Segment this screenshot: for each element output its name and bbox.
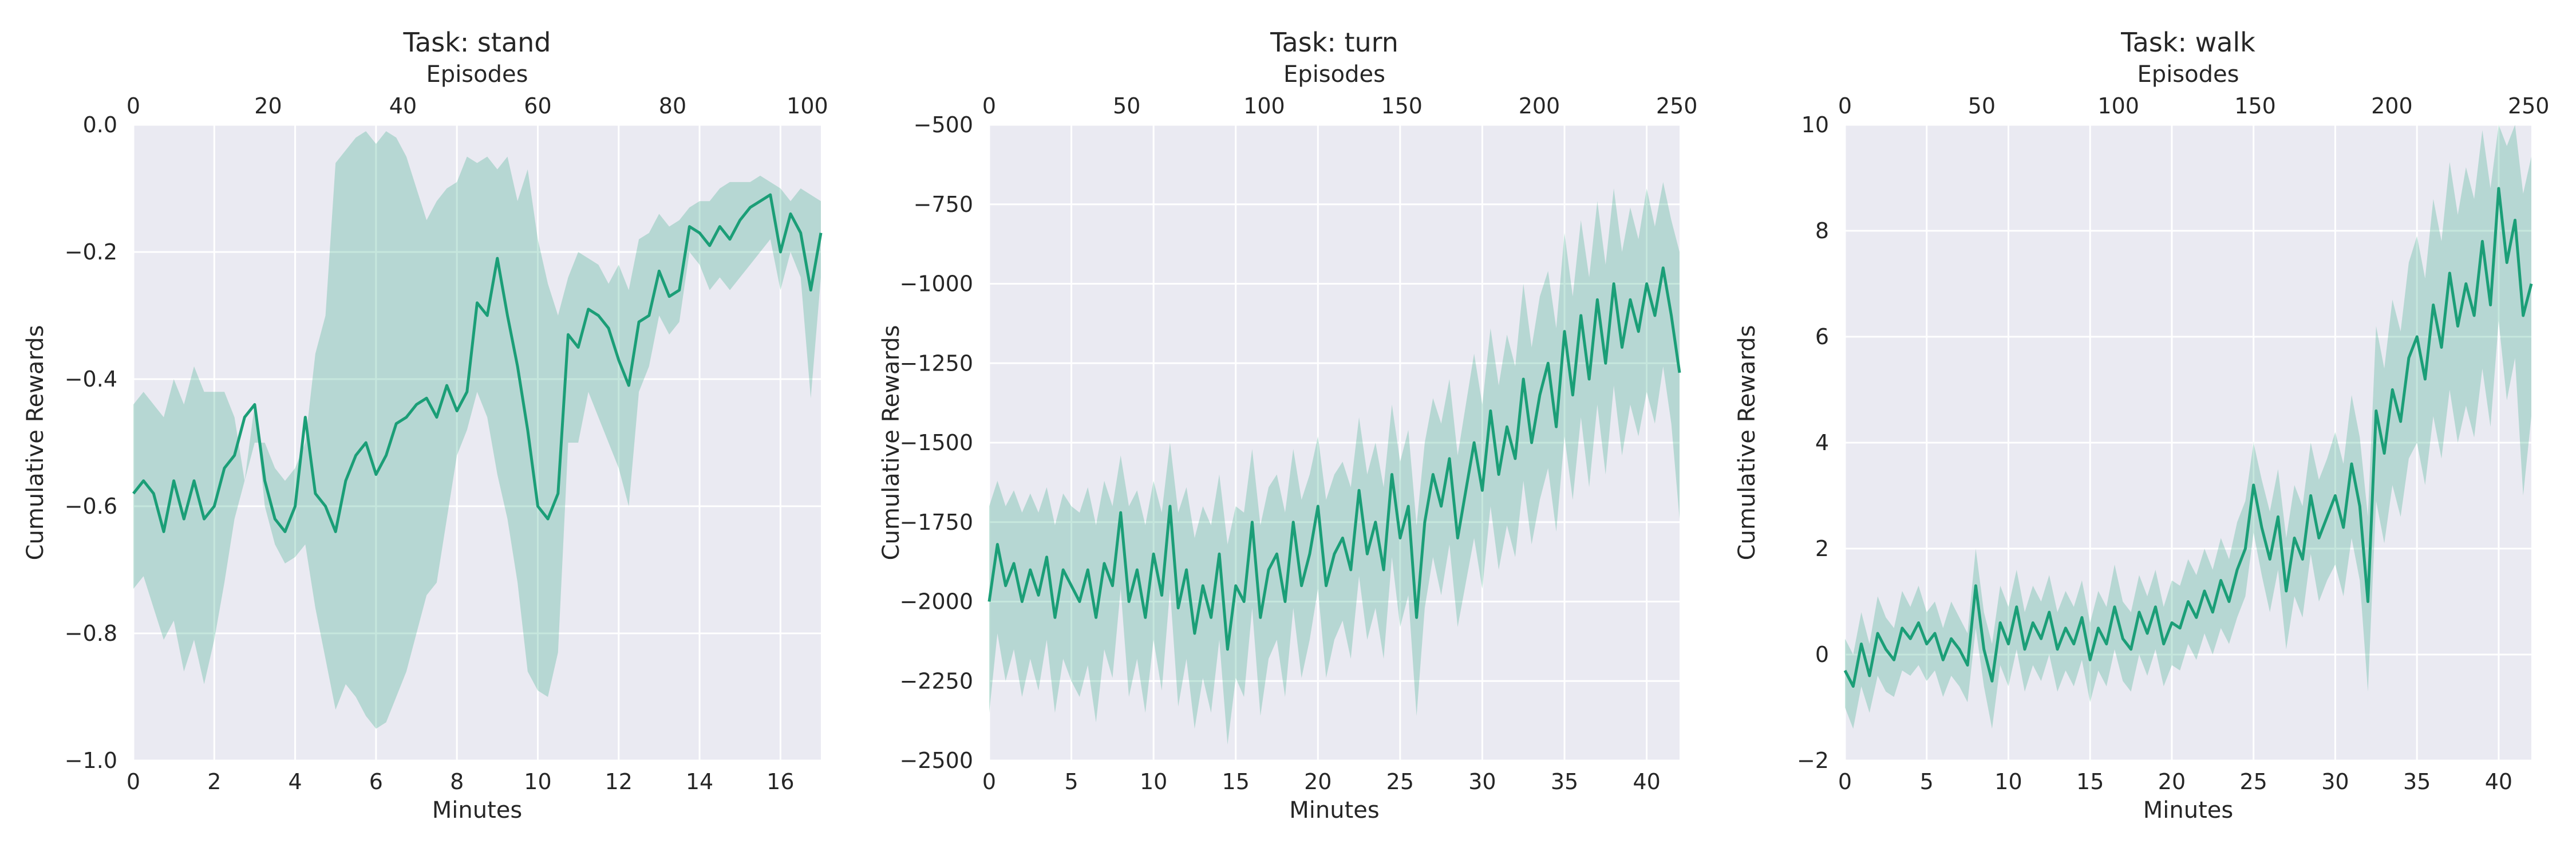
turn-x2tick-label: 200 <box>1519 93 1560 119</box>
stand-mean-line <box>132 193 823 533</box>
turn-ytick-label: −1000 <box>899 271 973 297</box>
turn-chart-panel: 0 5 10 15 20 25 30 35 40 0 50 100 150 200 250 −2500 −225… <box>878 27 1697 823</box>
turn-xtick-label: 15 <box>1222 769 1250 794</box>
turn-xtick-label: 0 <box>982 769 996 794</box>
walk-x2tick-label: 100 <box>2097 93 2139 119</box>
walk-xtick-label: 5 <box>1920 769 1934 794</box>
turn-ytick-label: −1500 <box>899 430 973 455</box>
walk-xtick-label: 25 <box>2240 769 2267 794</box>
stand-x2tick-label: 40 <box>389 93 417 119</box>
walk-x2tick-label: 200 <box>2371 93 2413 119</box>
stand-ytick-label: −0.6 <box>65 494 117 519</box>
walk-xtick-label: 0 <box>1838 769 1852 794</box>
turn-x2axis-label: Episodes <box>1283 61 1385 88</box>
walk-x2tick-label: 250 <box>2508 93 2550 119</box>
stand-xtick-label: 8 <box>450 769 464 794</box>
turn-ytick-label: −2000 <box>899 589 973 614</box>
stand-chart-panel: 0 2 4 6 8 10 12 14 16 0 20 40 60 80 100 −1.0 −0.8 −0.6 −0.… <box>22 27 828 823</box>
stand-ytick-label: −1.0 <box>65 748 117 773</box>
turn-ytick-label: −2500 <box>899 748 973 773</box>
walk-x2tick-label: 150 <box>2234 93 2276 119</box>
turn-x2tick-label: 150 <box>1381 93 1423 119</box>
turn-x2tick-label: 0 <box>982 93 996 119</box>
stand-xtick-label: 14 <box>686 769 713 794</box>
walk-xtick-label: 30 <box>2321 769 2349 794</box>
turn-chart-title: Task: turn <box>1270 27 1398 58</box>
stand-xtick-label: 16 <box>767 769 794 794</box>
turn-x2tick-label: 50 <box>1113 93 1140 119</box>
turn-ytick-label: −500 <box>914 112 973 137</box>
stand-xtick-label: 6 <box>369 769 383 794</box>
walk-ytick-label: −2 <box>1797 748 1829 773</box>
stand-xtick-label: 4 <box>288 769 302 794</box>
stand-ytick-label: −0.2 <box>65 239 117 265</box>
walk-yaxis-label: Cumulative Rewards <box>1734 325 1760 561</box>
walk-x2tick-label: 0 <box>1838 93 1852 119</box>
turn-x2tick-label: 100 <box>1243 93 1285 119</box>
walk-ytick-label: 4 <box>1815 430 1829 455</box>
walk-ytick-label: 10 <box>1801 112 1829 137</box>
stand-x2tick-label: 20 <box>254 93 282 119</box>
walk-confidence-band <box>1845 125 2531 729</box>
stand-x2tick-label: 60 <box>524 93 551 119</box>
walk-ytick-label: 2 <box>1815 536 1829 561</box>
walk-xtick-label: 20 <box>2158 769 2186 794</box>
walk-x2tick-label: 50 <box>1968 93 1996 119</box>
walk-ytick-label: 0 <box>1815 642 1829 667</box>
turn-ytick-label: −2250 <box>899 668 973 693</box>
turn-yaxis-label: Cumulative Rewards <box>878 325 904 561</box>
stand-yaxis-label: Cumulative Rewards <box>22 325 49 561</box>
walk-xtick-label: 35 <box>2403 769 2431 794</box>
stand-xaxis-label: Minutes <box>432 797 522 823</box>
walk-xtick-label: 40 <box>2485 769 2512 794</box>
stand-x2tick-label: 0 <box>127 93 140 119</box>
walk-xtick-label: 15 <box>2076 769 2104 794</box>
walk-ytick-label: 8 <box>1815 218 1829 243</box>
turn-xtick-label: 5 <box>1064 769 1078 794</box>
stand-ytick-label: −0.8 <box>65 621 117 646</box>
stand-confidence-band <box>133 131 821 729</box>
turn-xtick-label: 20 <box>1304 769 1332 794</box>
turn-xtick-label: 40 <box>1633 769 1660 794</box>
walk-x2axis-label: Episodes <box>2138 61 2239 88</box>
turn-ytick-label: −1250 <box>899 350 973 376</box>
turn-confidence-band <box>989 182 1680 745</box>
walk-chart-panel: 0 5 10 15 20 25 30 35 40 0 50 100 150 200 250 −2 0 2 4 6 8 10… <box>1734 27 2549 823</box>
stand-plot-area <box>133 125 821 761</box>
stand-ytick-label: −0.4 <box>65 367 117 392</box>
turn-ytick-label: −750 <box>914 192 973 217</box>
turn-x2tick-label: 250 <box>1656 93 1698 119</box>
turn-xaxis-label: Minutes <box>1289 797 1379 823</box>
stand-chart-title: Task: stand <box>403 27 551 58</box>
turn-xtick-label: 25 <box>1386 769 1414 794</box>
walk-mean-line <box>1843 187 2533 688</box>
turn-xtick-label: 30 <box>1468 769 1496 794</box>
turn-ytick-label: −1750 <box>899 510 973 535</box>
turn-mean-line <box>987 266 1681 651</box>
walk-xtick-label: 10 <box>1994 769 2022 794</box>
stand-x2tick-label: 100 <box>787 93 828 119</box>
stand-xtick-label: 0 <box>127 769 140 794</box>
walk-chart-title: Task: walk <box>2120 27 2255 58</box>
stand-xtick-label: 12 <box>605 769 633 794</box>
turn-xtick-label: 35 <box>1551 769 1578 794</box>
turn-xtick-label: 10 <box>1140 769 1167 794</box>
walk-xaxis-label: Minutes <box>2143 797 2233 823</box>
stand-xtick-label: 10 <box>524 769 551 794</box>
walk-ytick-label: 6 <box>1815 324 1829 349</box>
stand-x2tick-label: 80 <box>659 93 686 119</box>
stand-x2axis-label: Episodes <box>426 61 528 88</box>
stand-ytick-label: 0.0 <box>83 112 117 137</box>
stand-xtick-label: 2 <box>207 769 221 794</box>
